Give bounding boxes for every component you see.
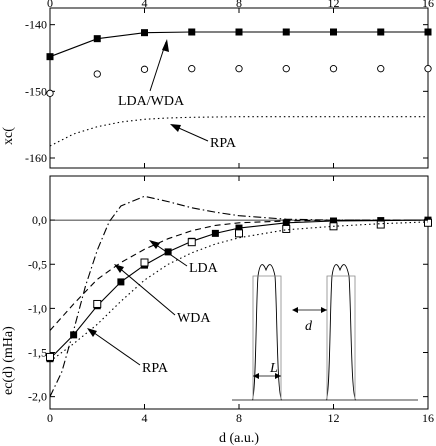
bottom-panel-frame xyxy=(49,175,429,410)
bottom-arrowhead-wda xyxy=(114,264,124,273)
bottom-x-tick-label: 4 xyxy=(142,411,148,425)
bottom-series-lda-line xyxy=(49,195,428,397)
bottom-series-series-1-point xyxy=(187,238,196,247)
bottom-series-rpa-line xyxy=(49,221,429,362)
inset-label-l: L xyxy=(269,361,278,376)
bottom-y-tick-label: -1,5 xyxy=(28,346,47,360)
bottom-y-tick-label: -1,0 xyxy=(28,301,47,315)
bottom-series-series-0-point xyxy=(330,217,337,225)
top-series-lda-wda-point xyxy=(188,28,196,36)
bottom-series-series-0-point xyxy=(70,331,78,339)
bottom-series-series-1-point xyxy=(424,218,432,227)
bottom-annotation-rpa: RPA xyxy=(142,361,169,376)
bottom-series-series-0-point xyxy=(211,229,219,237)
inset-density-curve xyxy=(251,264,357,401)
top-panel-ticks: 0 4 8 12 16 -140 -150 -160 xyxy=(25,0,434,168)
bottom-y-tick-label: -0,5 xyxy=(28,257,47,271)
top-series-rpa-line xyxy=(49,116,428,147)
top-series-lda-wda-point xyxy=(46,53,54,61)
bottom-series-series-1-point xyxy=(140,258,149,267)
bottom-x-tick-label: 12 xyxy=(328,411,340,425)
bottom-series-series-1-point xyxy=(235,229,243,238)
top-annotation-rpa: RPA xyxy=(210,136,237,151)
bottom-series-series-1-point xyxy=(282,224,291,233)
top-series-lda-wda-point xyxy=(93,35,101,43)
bottom-series-series-0-line xyxy=(49,219,429,360)
top-arrowhead-lda-wda xyxy=(162,39,169,52)
top-series-series-1-point xyxy=(188,65,196,73)
bottom-arrow-wda xyxy=(116,265,176,316)
top-panel-plot xyxy=(46,28,432,147)
top-series-lda-wda-line xyxy=(49,31,428,58)
top-annotation-lda-wda: LDA/WDA xyxy=(118,94,185,109)
bottom-series-series-1-point xyxy=(376,220,385,229)
top-x-tick-label: 12 xyxy=(328,0,340,10)
bottom-annotation-wda: WDA xyxy=(177,311,211,326)
top-series-lda-wda-point xyxy=(282,28,290,36)
bottom-x-tick-label: 0 xyxy=(47,411,53,425)
bottom-x-tick-label: 8 xyxy=(236,411,242,425)
top-y-tick-label: -160 xyxy=(25,151,47,165)
bottom-y-tick-label: 0,0 xyxy=(32,213,47,227)
bottom-arrow-rpa xyxy=(89,329,141,366)
inset-d-arrowhead-left xyxy=(292,307,298,313)
bottom-series-series-1-point xyxy=(93,299,102,308)
top-series-lda-wda-point xyxy=(424,28,432,36)
top-series-series-1-point xyxy=(377,65,385,73)
top-series-lda-wda-point xyxy=(141,29,148,37)
top-series-series-1-point xyxy=(424,65,432,73)
bottom-arrowhead-rpa xyxy=(87,328,97,337)
bottom-series-series-0-point xyxy=(117,278,125,286)
top-x-tick-label: 8 xyxy=(236,0,242,10)
top-y-tick-label: -140 xyxy=(25,18,47,32)
top-series-series-1-point xyxy=(140,65,149,73)
bottom-panel-plot xyxy=(46,195,432,397)
top-series-lda-wda-point xyxy=(377,28,385,36)
inset-step-outline xyxy=(252,275,356,400)
top-series-lda-wda-point xyxy=(235,28,243,36)
bottom-annotation-lda: LDA xyxy=(189,261,219,276)
top-series-series-1-point xyxy=(282,65,290,73)
bottom-series-series-0-point xyxy=(282,219,290,227)
top-x-tick-label: 0 xyxy=(47,0,53,10)
top-series-series-1-point xyxy=(93,70,101,78)
inset-label-d: d xyxy=(305,319,313,334)
top-series-series-1-point xyxy=(329,65,338,73)
bottom-series-series-0-point xyxy=(235,224,243,232)
bottom-series-series-1-point xyxy=(46,352,54,361)
top-x-tick-label: 4 xyxy=(142,0,148,10)
bottom-y-tick-label: -2,0 xyxy=(28,390,47,404)
top-arrowhead-rpa xyxy=(170,124,181,132)
top-series-lda-wda-point xyxy=(330,28,337,36)
bottom-arrowhead-lda xyxy=(149,240,160,249)
bottom-x-tick-label: 16 xyxy=(422,411,434,425)
bottom-y-axis-label: ec(d) (mHa) xyxy=(1,326,16,395)
top-y-axis-label: xc( xyxy=(1,127,16,145)
top-series-series-1-point xyxy=(235,65,243,73)
top-x-tick-label: 16 xyxy=(422,0,434,10)
top-series-series-1-point xyxy=(46,89,54,97)
bottom-series-series-0-point xyxy=(164,248,172,256)
top-y-tick-label: -150 xyxy=(25,84,47,98)
bottom-x-axis-label: d (a.u.) xyxy=(219,431,259,446)
bottom-panel-ticks: 0 4 8 12 16 0,0 -0,5 -1,0 -1,5 -2,0 xyxy=(28,176,434,425)
inset-d-arrowhead-right xyxy=(321,307,327,313)
inset-l-arrowhead-left xyxy=(253,373,259,379)
inset-schematic: d L xyxy=(232,264,418,401)
inset-l-arrowhead-right xyxy=(275,373,281,379)
